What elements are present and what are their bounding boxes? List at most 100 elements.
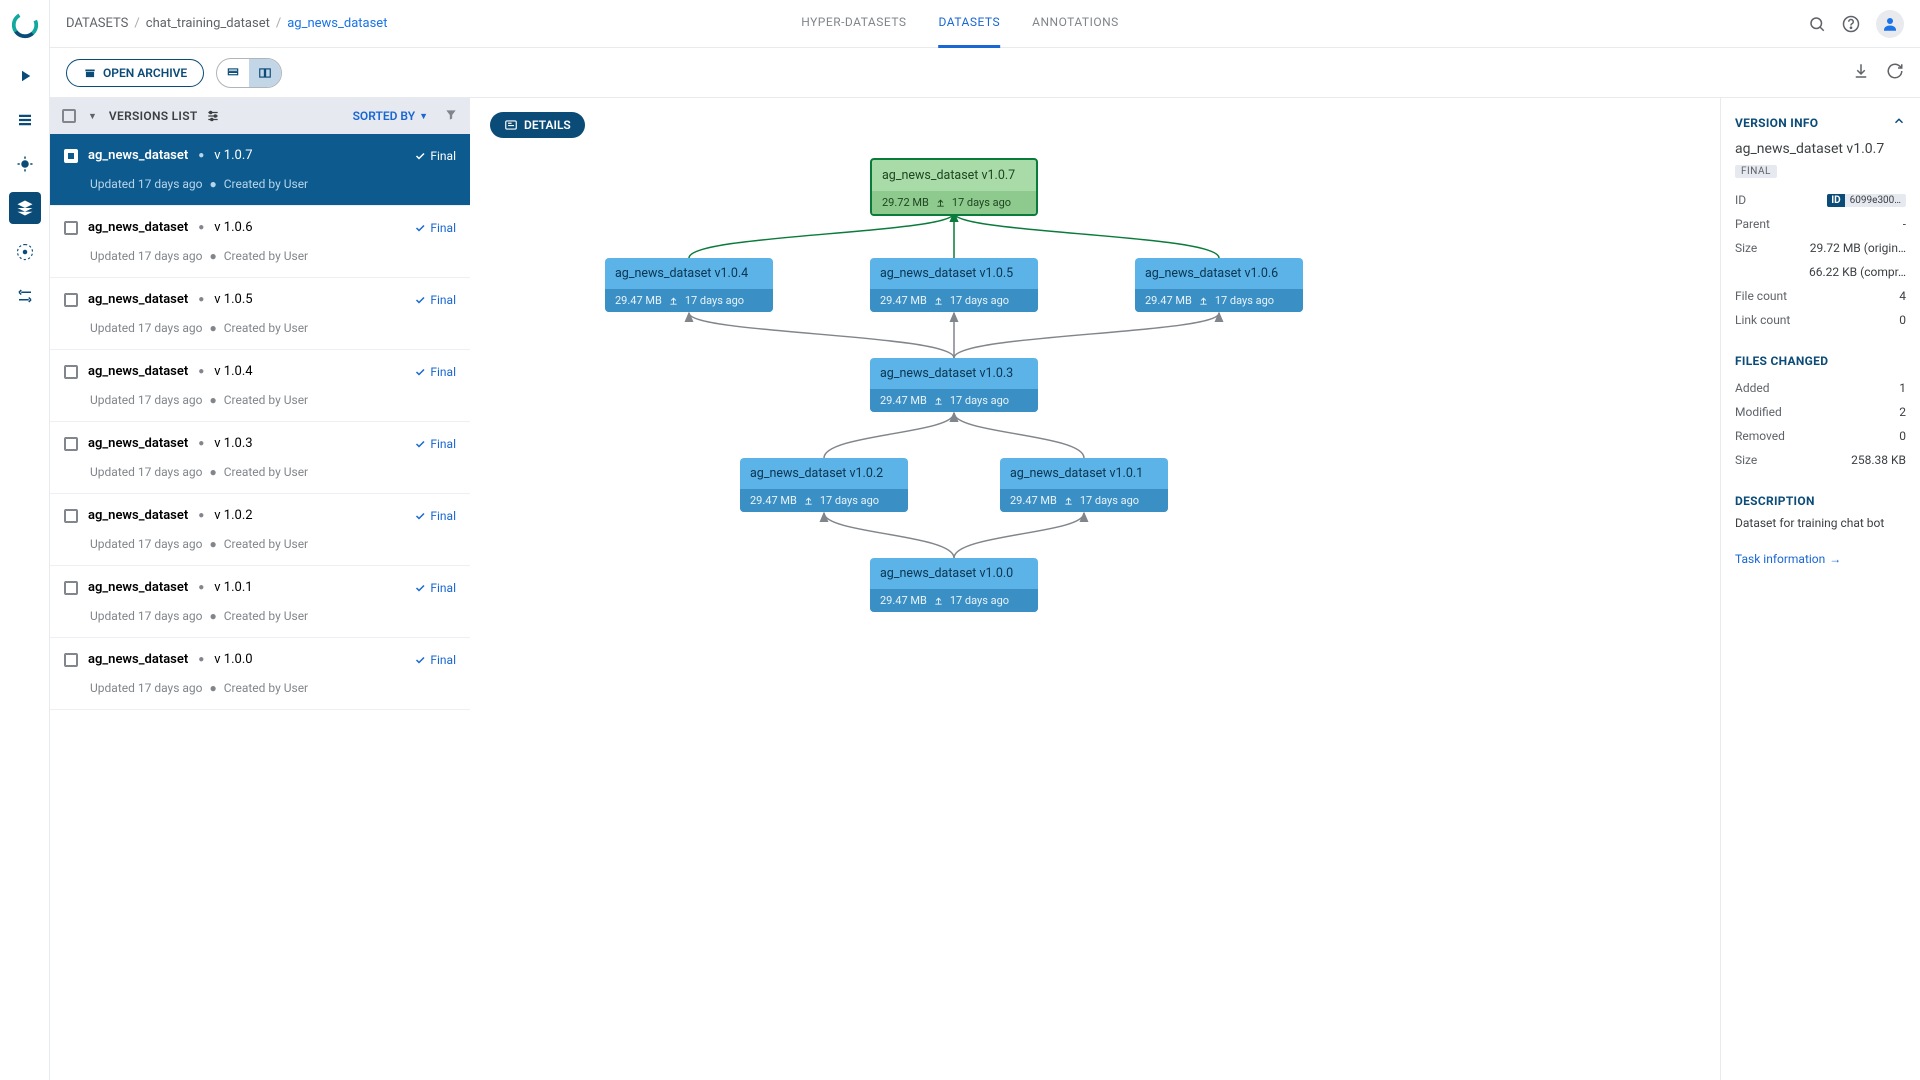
- node-size: 29.47 MB: [880, 594, 927, 607]
- graph-edge: [954, 513, 1084, 558]
- download-icon[interactable]: [1852, 62, 1870, 84]
- versions-panel: ▼ VERSIONS LIST SORTED BY ▼ ag_news_data…: [50, 98, 470, 1080]
- version-created: Created by User: [224, 681, 308, 695]
- search-icon[interactable]: [1808, 15, 1826, 33]
- version-checkbox[interactable]: [64, 221, 78, 235]
- node-age: 17 days ago: [950, 294, 1009, 307]
- breadcrumb-root[interactable]: DATASETS: [66, 16, 128, 31]
- version-updated: Updated 17 days ago: [90, 465, 202, 479]
- version-checkbox[interactable]: [64, 293, 78, 307]
- version-item[interactable]: ag_news_dataset ● v 1.0.2 Final Updated …: [50, 494, 470, 566]
- details-button[interactable]: DETAILS: [490, 112, 585, 138]
- versions-list-title: VERSIONS LIST: [109, 109, 220, 123]
- graph-node[interactable]: ag_news_dataset v1.0.7 29.72 MB 17 days …: [870, 158, 1038, 216]
- version-info-header[interactable]: VERSION INFO: [1735, 114, 1906, 131]
- versions-list-label: VERSIONS LIST: [109, 109, 198, 123]
- settings-sliders-icon[interactable]: [206, 109, 220, 123]
- version-number: v 1.0.0: [214, 652, 252, 667]
- rail-item-datasets[interactable]: [9, 192, 41, 224]
- graph-node[interactable]: ag_news_dataset v1.0.2 29.47 MB 17 days …: [740, 458, 908, 512]
- info-label: Parent: [1735, 217, 1770, 231]
- version-updated: Updated 17 days ago: [90, 609, 202, 623]
- graph-node[interactable]: ag_news_dataset v1.0.6 29.47 MB 17 days …: [1135, 258, 1303, 312]
- info-label: Removed: [1735, 429, 1785, 443]
- version-item[interactable]: ag_news_dataset ● v 1.0.4 Final Updated …: [50, 350, 470, 422]
- node-footer: 29.47 MB 17 days ago: [1135, 289, 1303, 312]
- version-item[interactable]: ag_news_dataset ● v 1.0.0 Final Updated …: [50, 638, 470, 710]
- version-number: v 1.0.1: [214, 580, 252, 595]
- rail-item-2[interactable]: [9, 104, 41, 136]
- rail-item-3[interactable]: [9, 148, 41, 180]
- version-updated: Updated 17 days ago: [90, 537, 202, 551]
- version-updated: Updated 17 days ago: [90, 321, 202, 335]
- avatar[interactable]: [1876, 10, 1904, 38]
- info-label: Modified: [1735, 405, 1782, 419]
- help-icon[interactable]: [1842, 15, 1860, 33]
- info-value: 4: [1899, 289, 1906, 303]
- upload-icon: [1063, 495, 1074, 506]
- check-icon: [414, 222, 426, 234]
- open-archive-button[interactable]: OPEN ARCHIVE: [66, 59, 204, 87]
- rail-item-5[interactable]: [9, 236, 41, 268]
- node-title: ag_news_dataset v1.0.5: [870, 258, 1038, 289]
- task-information-link[interactable]: Task information →: [1735, 552, 1906, 566]
- version-number: v 1.0.6: [214, 220, 252, 235]
- version-item[interactable]: ag_news_dataset ● v 1.0.1 Final Updated …: [50, 566, 470, 638]
- graph-area[interactable]: DETAILS ag_news_dataset v1.0.7 29.72 MB …: [470, 98, 1720, 1080]
- version-updated: Updated 17 days ago: [90, 249, 202, 263]
- dropdown-caret-icon[interactable]: ▼: [88, 111, 97, 122]
- version-checkbox[interactable]: [64, 437, 78, 451]
- version-checkbox[interactable]: [64, 149, 78, 163]
- version-checkbox[interactable]: [64, 365, 78, 379]
- info-label: Link count: [1735, 313, 1790, 327]
- info-row: Size258.38 KB: [1735, 448, 1906, 472]
- version-number: v 1.0.4: [214, 364, 252, 379]
- graph-edge: [689, 313, 954, 358]
- node-size: 29.47 MB: [750, 494, 797, 507]
- view-list-button[interactable]: [217, 59, 249, 87]
- version-checkbox[interactable]: [64, 581, 78, 595]
- version-created: Created by User: [224, 609, 308, 623]
- version-item[interactable]: ag_news_dataset ● v 1.0.3 Final Updated …: [50, 422, 470, 494]
- graph-node[interactable]: ag_news_dataset v1.0.3 29.47 MB 17 days …: [870, 358, 1038, 412]
- tab-annotations[interactable]: ANNOTATIONS: [1032, 0, 1119, 48]
- version-name: ag_news_dataset: [88, 508, 188, 523]
- version-name: ag_news_dataset: [88, 652, 188, 667]
- graph-node[interactable]: ag_news_dataset v1.0.0 29.47 MB 17 days …: [870, 558, 1038, 612]
- version-item[interactable]: ag_news_dataset ● v 1.0.5 Final Updated …: [50, 278, 470, 350]
- version-number: v 1.0.7: [214, 148, 252, 163]
- graph-node[interactable]: ag_news_dataset v1.0.1 29.47 MB 17 days …: [1000, 458, 1168, 512]
- refresh-icon[interactable]: [1886, 62, 1904, 84]
- node-title: ag_news_dataset v1.0.2: [740, 458, 908, 489]
- version-name: ag_news_dataset: [88, 436, 188, 451]
- graph-edge: [954, 213, 1219, 258]
- version-created: Created by User: [224, 393, 308, 407]
- info-value: 29.72 MB (origin…: [1810, 241, 1906, 255]
- sorted-by-button[interactable]: SORTED BY ▼: [353, 109, 428, 123]
- graph-node[interactable]: ag_news_dataset v1.0.4 29.47 MB 17 days …: [605, 258, 773, 312]
- node-size: 29.72 MB: [882, 196, 929, 209]
- id-chip[interactable]: ID6099e300…: [1827, 193, 1906, 207]
- node-size: 29.47 MB: [1145, 294, 1192, 307]
- check-icon: [414, 366, 426, 378]
- version-checkbox[interactable]: [64, 653, 78, 667]
- node-footer: 29.47 MB 17 days ago: [605, 289, 773, 312]
- breadcrumb-project[interactable]: chat_training_dataset: [146, 16, 270, 31]
- select-all-checkbox[interactable]: [62, 109, 76, 123]
- version-created: Created by User: [224, 177, 308, 191]
- versions-header: ▼ VERSIONS LIST SORTED BY ▼: [50, 98, 470, 134]
- tab-datasets[interactable]: DATASETS: [939, 0, 1001, 48]
- version-item[interactable]: ag_news_dataset ● v 1.0.6 Final Updated …: [50, 206, 470, 278]
- graph-node[interactable]: ag_news_dataset v1.0.5 29.47 MB 17 days …: [870, 258, 1038, 312]
- rail-item-1[interactable]: [9, 60, 41, 92]
- filter-icon[interactable]: [444, 108, 458, 125]
- version-item[interactable]: ag_news_dataset ● v 1.0.7 Final Updated …: [50, 134, 470, 206]
- tab-hyper-datasets[interactable]: HYPER-DATASETS: [801, 0, 906, 48]
- node-title: ag_news_dataset v1.0.6: [1135, 258, 1303, 289]
- upload-icon: [803, 495, 814, 506]
- rail-item-6[interactable]: [9, 280, 41, 312]
- collapse-icon[interactable]: [1892, 114, 1906, 131]
- view-split-button[interactable]: [249, 59, 281, 87]
- version-checkbox[interactable]: [64, 509, 78, 523]
- node-age: 17 days ago: [1080, 494, 1139, 507]
